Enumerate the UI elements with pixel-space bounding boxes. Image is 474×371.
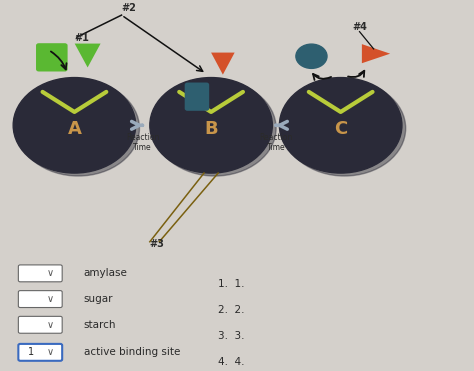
Polygon shape <box>304 58 319 68</box>
Text: amylase: amylase <box>84 268 128 278</box>
FancyBboxPatch shape <box>18 344 62 361</box>
Text: B: B <box>204 120 218 138</box>
Text: 2.  2.: 2. 2. <box>218 305 245 315</box>
FancyBboxPatch shape <box>36 43 68 72</box>
Circle shape <box>279 78 402 173</box>
Text: ∨: ∨ <box>46 294 54 304</box>
Text: sugar: sugar <box>84 294 113 304</box>
Text: ∨: ∨ <box>46 347 54 357</box>
FancyBboxPatch shape <box>18 316 62 333</box>
Circle shape <box>13 78 136 173</box>
Polygon shape <box>211 53 235 75</box>
Polygon shape <box>75 43 100 68</box>
Polygon shape <box>362 44 390 63</box>
Text: ∨: ∨ <box>46 268 54 278</box>
Text: 1: 1 <box>27 347 34 357</box>
Circle shape <box>283 81 406 176</box>
Text: C: C <box>334 120 347 138</box>
Text: A: A <box>67 120 82 138</box>
FancyBboxPatch shape <box>185 82 209 111</box>
Circle shape <box>150 78 273 173</box>
Text: 4.  4.: 4. 4. <box>218 357 245 367</box>
Text: Reaction
Time: Reaction Time <box>126 133 159 152</box>
Circle shape <box>296 44 327 68</box>
Text: #2: #2 <box>121 3 137 13</box>
Text: Reaction
Time: Reaction Time <box>259 133 292 152</box>
FancyBboxPatch shape <box>18 265 62 282</box>
Text: ∨: ∨ <box>46 320 54 330</box>
Text: #4: #4 <box>353 22 367 32</box>
Circle shape <box>17 81 139 176</box>
Text: 1.  1.: 1. 1. <box>218 279 245 289</box>
Circle shape <box>154 81 276 176</box>
Text: #3: #3 <box>150 239 164 249</box>
Text: 3.  3.: 3. 3. <box>218 331 245 341</box>
Text: starch: starch <box>84 320 116 330</box>
Text: active binding site: active binding site <box>84 347 180 357</box>
Text: #1: #1 <box>74 33 89 43</box>
FancyBboxPatch shape <box>18 290 62 308</box>
